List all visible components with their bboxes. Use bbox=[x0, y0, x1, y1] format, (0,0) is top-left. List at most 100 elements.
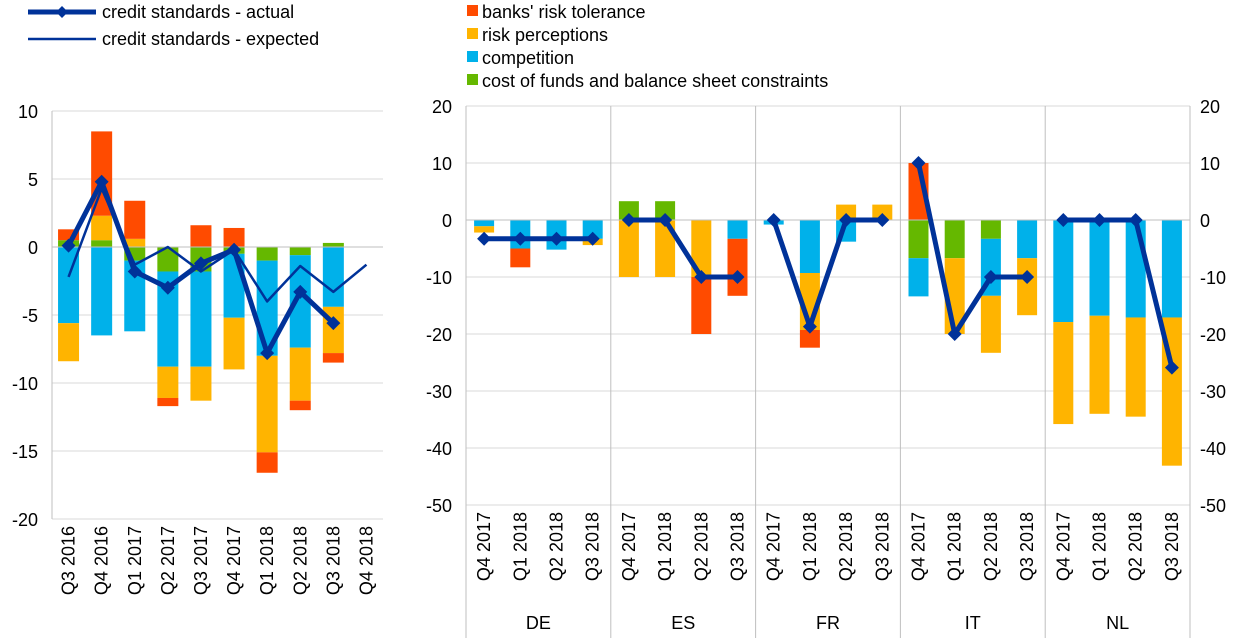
left-x-tick-label: Q1 2018 bbox=[257, 526, 277, 595]
legend-label-actual: credit standards - actual bbox=[102, 2, 294, 22]
actual-marker-es bbox=[658, 213, 673, 227]
right-x-tick-label: Q1 2018 bbox=[800, 512, 820, 581]
right-y-tick-label-left: 10 bbox=[432, 154, 452, 174]
left-bar-banks_risk_tolerance bbox=[190, 225, 212, 247]
left-bar-banks_risk_tolerance bbox=[223, 227, 245, 247]
right-bar-nl-risk_perceptions bbox=[1053, 322, 1074, 425]
left-x-tick-label: Q4 2018 bbox=[356, 526, 376, 595]
right-y-tick-label-left: 0 bbox=[442, 211, 452, 231]
right-panel-lines bbox=[477, 156, 1179, 375]
actual-marker-de bbox=[549, 231, 564, 246]
left-bar-risk_perceptions bbox=[124, 238, 146, 247]
group-label-de: DE bbox=[526, 613, 551, 633]
line-actual-it bbox=[916, 162, 1028, 337]
actual-marker-es bbox=[730, 270, 745, 284]
right-bar-fr-risk_perceptions bbox=[872, 204, 893, 220]
actual-marker-nl bbox=[1056, 213, 1071, 227]
actual-marker-fr bbox=[875, 213, 890, 227]
right-bar-de-banks_risk_tolerance bbox=[510, 248, 531, 268]
actual-marker-it bbox=[947, 327, 962, 341]
right-y-tick-label-left: -30 bbox=[426, 382, 452, 402]
left-bar-competition bbox=[190, 271, 212, 367]
right-x-tick-label: Q3 2018 bbox=[1017, 512, 1037, 581]
actual-marker-it bbox=[1020, 270, 1035, 284]
left-panel-tick-labels: 10 5 0 -5 -10 -15 -20 Q3 2016 Q4 2016 Q1 2017 Q2 2… bbox=[12, 102, 376, 595]
left-bar-cost_of_funds bbox=[91, 240, 113, 247]
right-bar-es-banks_risk_tolerance bbox=[691, 277, 712, 334]
actual-marker-es bbox=[621, 213, 636, 227]
left-actual-marker bbox=[61, 238, 76, 253]
right-y-tick-label-left: 20 bbox=[432, 97, 452, 117]
right-bar-nl-competition bbox=[1125, 220, 1146, 318]
left-x-tick-label: Q3 2018 bbox=[323, 526, 343, 595]
right-x-tick-label: Q4 2017 bbox=[909, 512, 929, 581]
left-bar-competition bbox=[289, 255, 311, 348]
actual-marker-nl bbox=[1164, 360, 1179, 375]
legend-item-risk-perceptions: risk perceptions bbox=[467, 25, 608, 45]
right-bar-it-cost_of_funds bbox=[944, 220, 965, 259]
right-bar-es-risk_perceptions bbox=[655, 220, 676, 277]
left-x-tick-label: Q2 2017 bbox=[158, 526, 178, 595]
legend-label-risk-tolerance: banks' risk tolerance bbox=[482, 2, 646, 22]
right-panel-bars bbox=[474, 163, 1182, 466]
actual-marker-it bbox=[983, 270, 998, 284]
right-x-tick-label: Q2 2018 bbox=[1126, 512, 1146, 581]
legend-swatch-competition bbox=[467, 51, 478, 62]
right-bar-es-cost_of_funds bbox=[655, 201, 676, 220]
right-x-tick-label: Q4 2017 bbox=[474, 512, 494, 581]
actual-marker-fr bbox=[802, 319, 817, 334]
left-bar-banks_risk_tolerance bbox=[322, 353, 344, 363]
right-y-tick-label-right: 20 bbox=[1200, 97, 1220, 117]
left-bar-cost_of_funds bbox=[157, 247, 179, 272]
legend-label-risk-perceptions: risk perceptions bbox=[482, 25, 608, 45]
right-x-tick-label: Q4 2017 bbox=[619, 512, 639, 581]
left-bar-banks_risk_tolerance bbox=[256, 452, 278, 473]
right-y-tick-label-right: -30 bbox=[1200, 382, 1226, 402]
right-x-tick-label: Q1 2018 bbox=[510, 512, 530, 581]
actual-marker-es bbox=[694, 270, 709, 284]
left-panel-lines bbox=[61, 174, 368, 361]
right-x-tick-label: Q1 2018 bbox=[655, 512, 675, 581]
left-bar-banks_risk_tolerance bbox=[58, 229, 80, 241]
left-actual-marker bbox=[227, 242, 242, 257]
left-bar-risk_perceptions bbox=[190, 366, 212, 401]
right-bar-it-risk_perceptions bbox=[1017, 258, 1038, 316]
right-panel-gridlines bbox=[466, 105, 1190, 506]
left-bar-competition bbox=[91, 247, 113, 336]
left-actual-marker bbox=[193, 256, 208, 271]
right-bar-it-competition bbox=[908, 258, 929, 297]
left-x-tick-label: Q2 2018 bbox=[290, 526, 310, 595]
left-y-tick-label: -15 bbox=[12, 442, 38, 462]
right-panel-tick-labels: 20 20 10 10 0 0 -10 -10 -20 -20 -30 -30 -40 -40 -50 -50… bbox=[426, 97, 1226, 633]
right-bar-fr-competition bbox=[799, 220, 820, 274]
left-bar-risk_perceptions bbox=[157, 366, 179, 398]
right-x-tick-label: Q1 2018 bbox=[1090, 512, 1110, 581]
right-bar-de-competition bbox=[474, 220, 495, 227]
right-x-tick-label: Q2 2018 bbox=[836, 512, 856, 581]
group-label-es: ES bbox=[671, 613, 695, 633]
legend-swatch-risk-perceptions bbox=[467, 28, 478, 39]
actual-marker-nl bbox=[1128, 213, 1143, 227]
group-label-nl: NL bbox=[1106, 613, 1129, 633]
right-bar-it-cost_of_funds bbox=[980, 220, 1001, 239]
left-actual-marker bbox=[260, 346, 275, 361]
right-y-tick-label-right: -10 bbox=[1200, 268, 1226, 288]
left-actual-marker bbox=[326, 316, 341, 331]
left-panel-axes bbox=[51, 111, 383, 519]
right-x-tick-label: Q3 2018 bbox=[728, 512, 748, 581]
right-y-tick-label-left: -40 bbox=[426, 439, 452, 459]
right-bar-es-cost_of_funds bbox=[618, 201, 639, 220]
left-bar-risk_perceptions bbox=[289, 347, 311, 401]
right-bar-nl-risk_perceptions bbox=[1089, 315, 1110, 414]
right-x-tick-label: Q2 2018 bbox=[981, 512, 1001, 581]
left-x-tick-label: Q3 2016 bbox=[59, 526, 79, 595]
left-bar-competition bbox=[124, 260, 146, 332]
right-bar-it-risk_perceptions bbox=[980, 295, 1001, 353]
right-y-tick-label-right: -40 bbox=[1200, 439, 1226, 459]
left-y-tick-label: -10 bbox=[12, 374, 38, 394]
left-bar-risk_perceptions bbox=[91, 215, 113, 241]
right-bar-es-risk_perceptions bbox=[691, 220, 712, 277]
actual-marker-de bbox=[513, 231, 528, 246]
right-bar-it-competition bbox=[1017, 220, 1038, 259]
right-x-tick-label: Q3 2018 bbox=[872, 512, 892, 581]
